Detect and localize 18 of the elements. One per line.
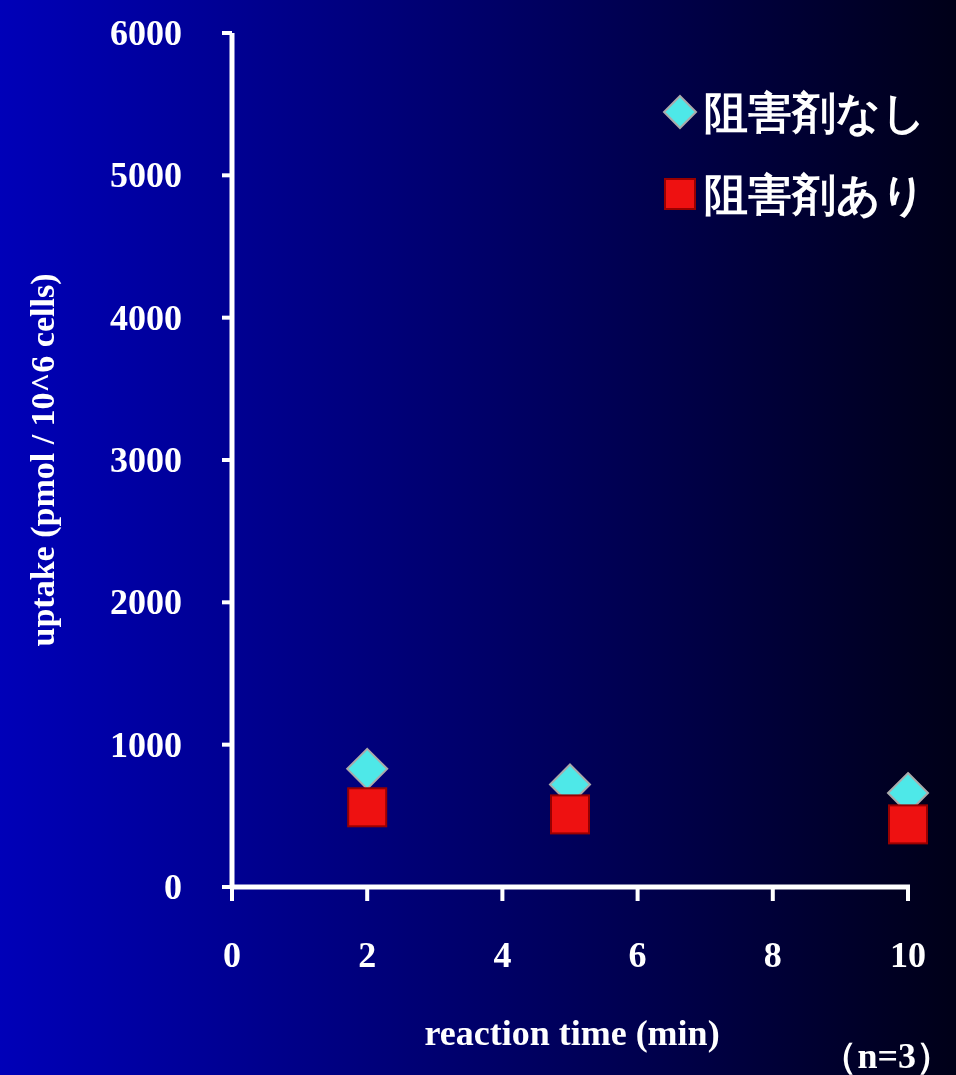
- y-tick-label: 2000: [110, 582, 182, 623]
- y-tick-label: 1000: [110, 724, 182, 765]
- y-axis-title: uptake (pmol / 10^6 cells): [24, 273, 62, 647]
- legend-label: 阻害剤あり: [704, 169, 926, 220]
- legend-label: 阻害剤なし: [704, 87, 926, 138]
- x-axis-title: reaction time (min): [424, 1013, 720, 1053]
- y-tick-label: 3000: [110, 440, 182, 480]
- y-tick-label: 6000: [110, 13, 182, 53]
- y-tick-label: 4000: [110, 297, 182, 338]
- y-tick-label: 5000: [110, 155, 182, 196]
- x-tick-label: 6: [628, 935, 647, 975]
- text: （n=3）: [821, 1036, 952, 1075]
- y-tick-label: 0: [164, 867, 182, 907]
- x-tick-label: 2: [358, 935, 377, 975]
- x-tick-label: 10: [890, 935, 926, 975]
- x-tick-label: 0: [223, 935, 241, 975]
- x-tick-label: 4: [493, 935, 512, 975]
- x-tick-label: 8: [763, 935, 782, 975]
